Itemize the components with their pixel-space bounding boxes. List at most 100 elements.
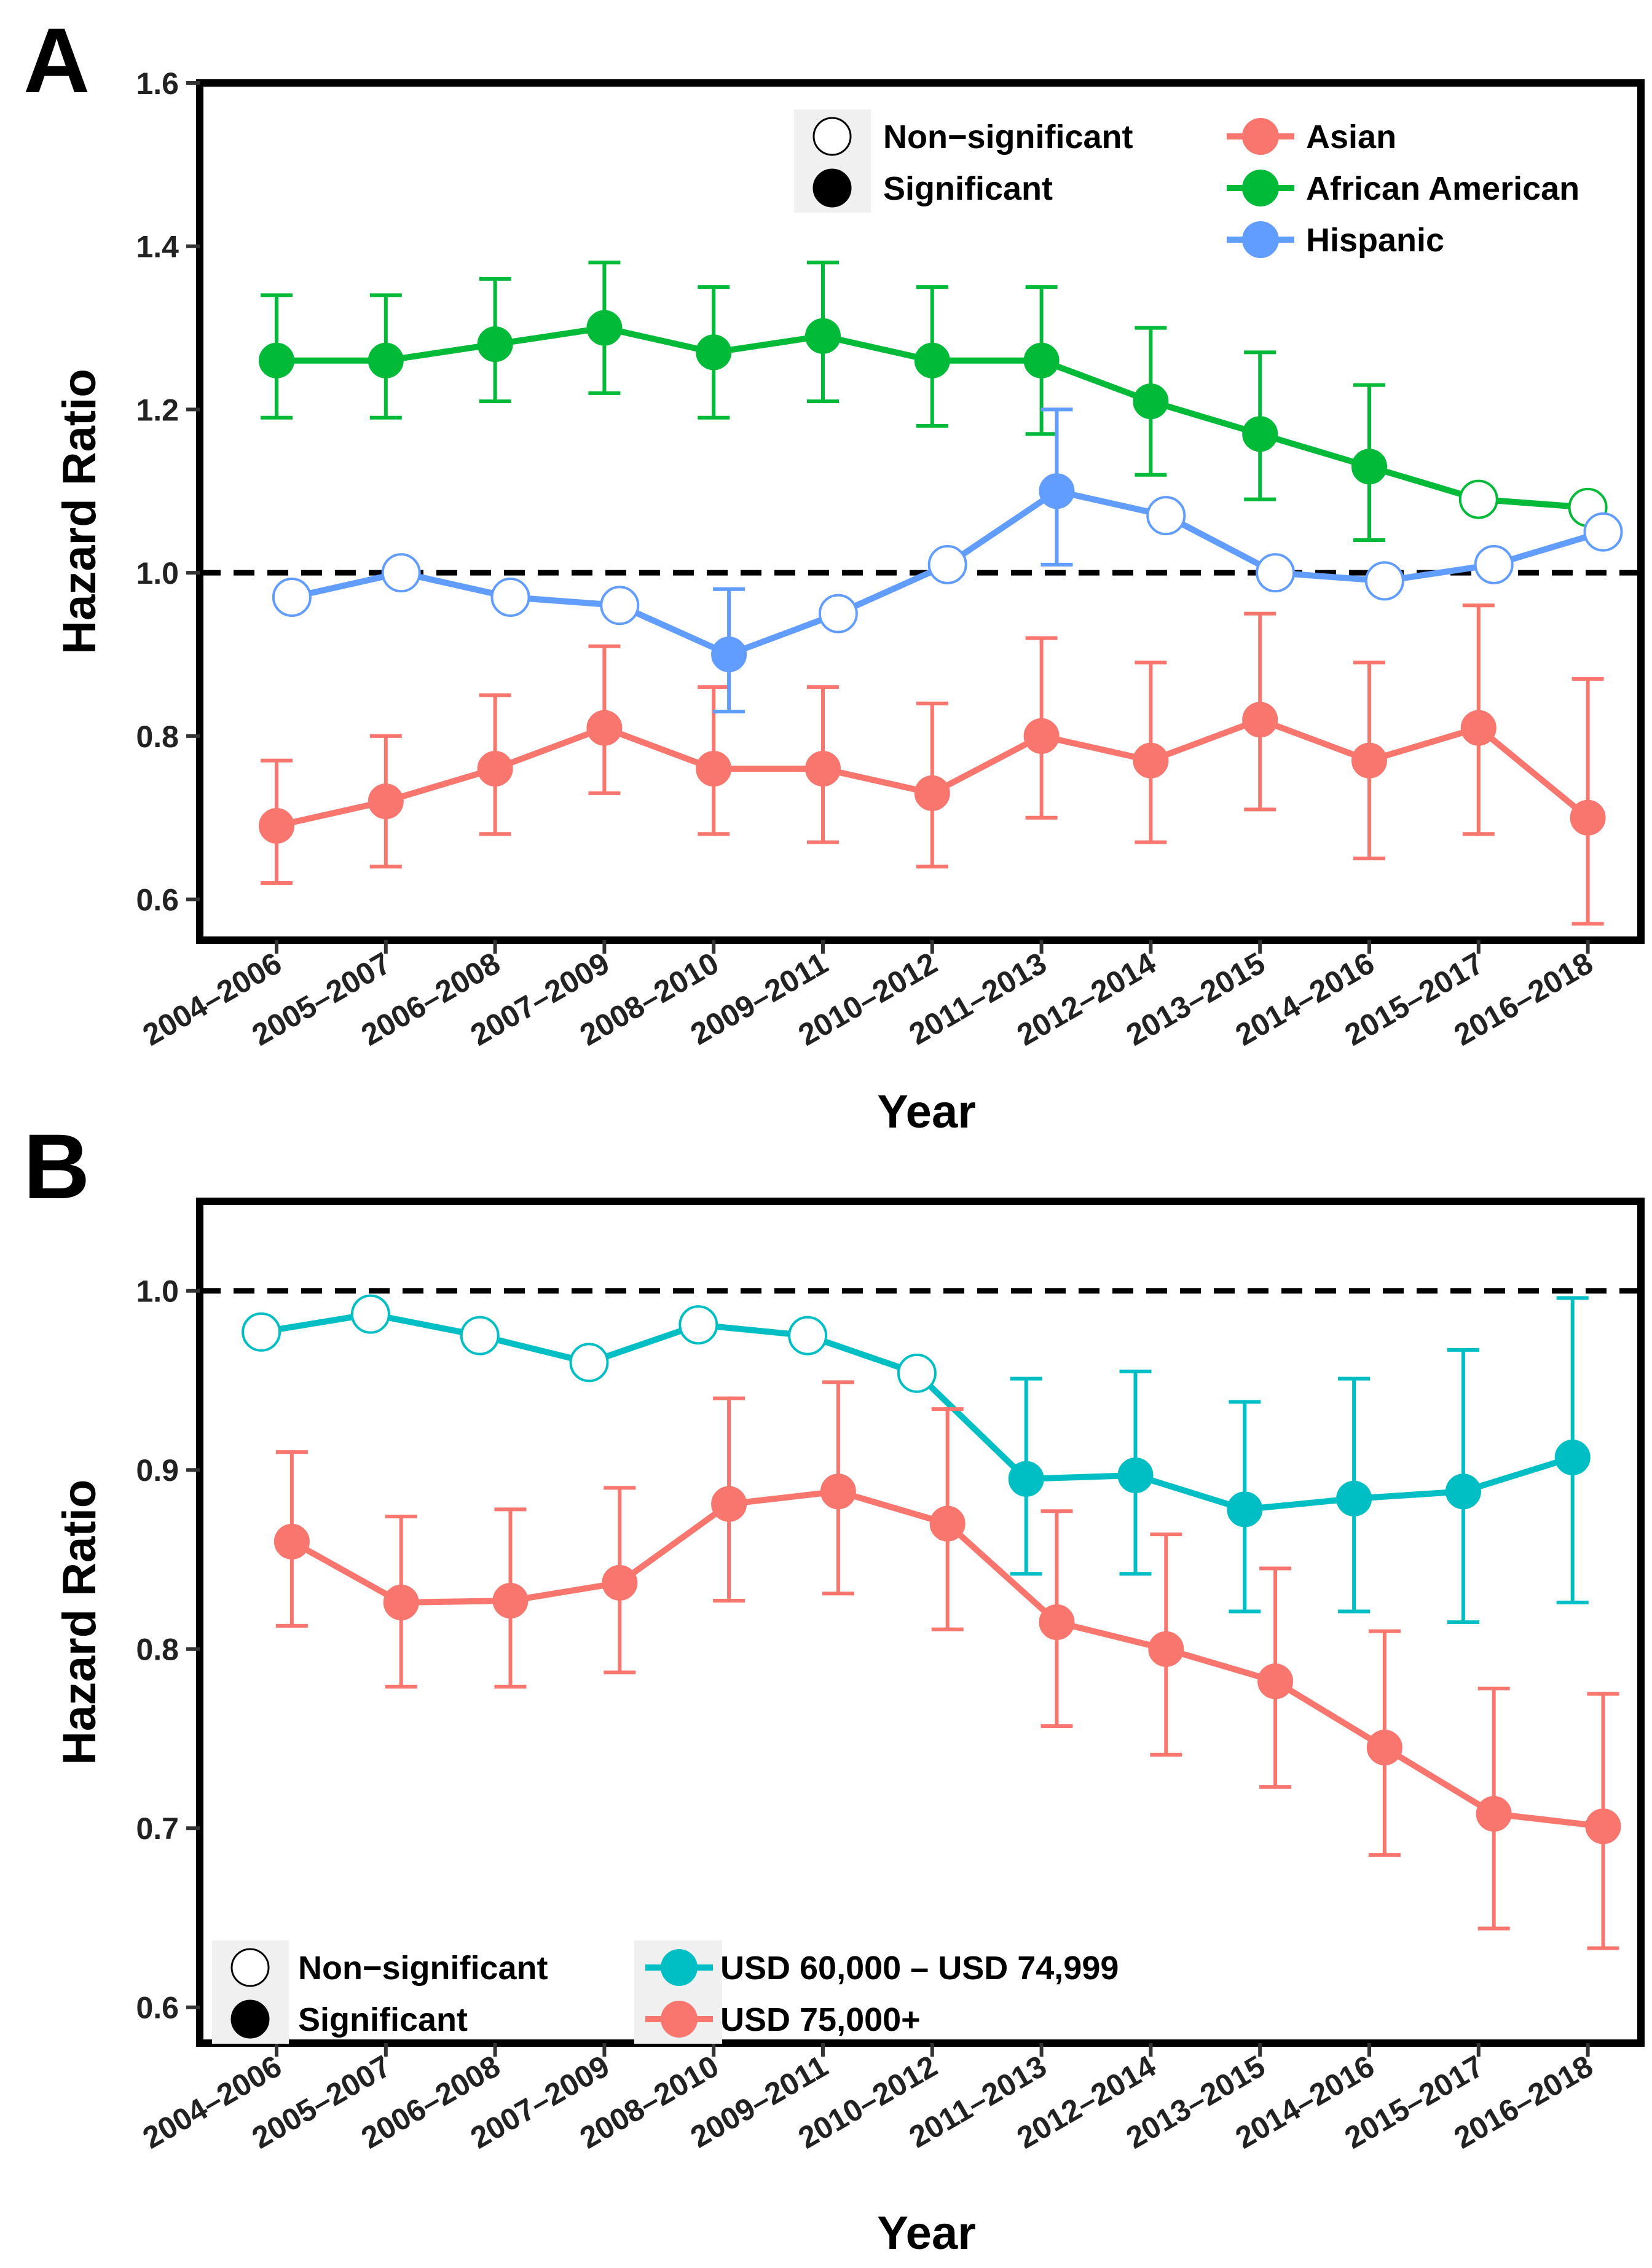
a-point-asian-6 [914,775,950,811]
a-point-african-american-4 [696,334,732,371]
b-ytick-label-1: 0.7 [136,1811,179,1846]
b-legend: Non−significant Significant USD 60,000 – U… [212,1940,1119,2044]
b-legend-nonsignificant-marker [230,1948,270,1987]
b-point-usd-75-000-0 [273,1523,310,1560]
b-point-usd-75-000-4 [711,1486,747,1522]
a-point-hispanic-0 [272,578,312,617]
a-ytick-label-1: 0.8 [136,720,179,754]
a-point-hispanic-4 [711,637,747,672]
a-point-asian-4 [696,751,732,787]
a-legend-label-hispanic: Hispanic [1306,222,1444,259]
b-point-usd-60-000-usd-74-999-11 [1445,1473,1481,1510]
b-series-usd-75-000 [273,1380,1621,1950]
b-point-usd-60-000-usd-74-999-6 [897,1353,937,1393]
a-series-hispanic [272,407,1623,713]
a-legend-nonsignificant-label: Non−significant [883,119,1133,155]
a-point-african-american-5 [805,318,841,354]
a-point-asian-2 [477,751,513,787]
b-legend-label-usd-60-000-usd-74-999: USD 60,000 – USD 74,999 [720,1950,1119,1987]
b-point-usd-60-000-usd-74-999-10 [1336,1480,1372,1517]
a-legend-significant-marker [812,168,852,208]
a-legend-marker-asian [1242,118,1279,155]
b-point-usd-75-000-8 [1148,1631,1184,1667]
b-ytick-label-2: 0.8 [136,1633,179,1667]
a-ytick-label-5: 1.6 [136,66,179,101]
a-series-asian [259,603,1606,926]
b-x-axis-title: Year [877,2207,976,2259]
panel-a-chart: 0.60.81.01.21.41.62004–20062005–20072006… [53,66,1645,1138]
a-ytick-label-4: 1.4 [136,230,179,264]
b-point-usd-75-000-5 [820,1473,856,1510]
a-point-african-american-3 [586,310,623,346]
a-point-african-american-8 [1133,383,1169,420]
a-point-african-american-1 [368,342,404,379]
b-point-usd-75-000-7 [1039,1604,1075,1640]
panel-letter-a: A [23,9,90,112]
b-point-usd-60-000-usd-74-999-1 [350,1294,390,1334]
a-legend-nonsignificant-marker [812,117,852,156]
b-line-usd-60-000-usd-74-999 [261,1311,1574,1513]
a-point-asian-3 [586,710,623,746]
b-point-usd-60-000-usd-74-999-12 [1554,1439,1591,1475]
b-point-usd-60-000-usd-74-999-0 [242,1312,281,1352]
b-point-usd-75-000-1 [383,1584,419,1620]
a-point-asian-5 [805,751,841,787]
a-legend-label-asian: Asian [1306,119,1396,155]
a-point-african-american-6 [914,342,950,379]
a-point-hispanic-11 [1474,544,1514,584]
a-ytick-label-0: 0.6 [136,883,179,917]
a-ytick-label-2: 1.0 [136,556,179,591]
b-ytick-label-4: 1.0 [136,1274,179,1309]
b-point-usd-60-000-usd-74-999-2 [460,1316,500,1356]
a-legend-significant-label: Significant [883,170,1053,207]
a-point-asian-1 [368,783,404,820]
b-point-usd-75-000-12 [1585,1808,1621,1845]
a-point-asian-12 [1570,799,1606,836]
a-y-axis-title: Hazard Ratio [53,369,106,654]
a-point-hispanic-6 [927,544,967,584]
a-point-hispanic-2 [490,578,530,617]
b-point-usd-75-000-10 [1366,1730,1402,1766]
a-point-hispanic-3 [600,586,640,626]
b-series-usd-60-000-usd-74-999 [242,1294,1591,1624]
b-point-usd-60-000-usd-74-999-9 [1227,1491,1263,1528]
b-point-usd-75-000-9 [1257,1663,1294,1700]
a-legend-marker-african-american [1242,170,1279,206]
a-point-asian-11 [1460,710,1497,746]
a-point-asian-7 [1023,718,1060,754]
a-point-hispanic-1 [381,553,421,593]
a-point-african-american-10 [1351,449,1387,485]
a-point-hispanic-9 [1256,553,1296,593]
b-point-usd-60-000-usd-74-999-5 [788,1316,828,1356]
a-legend: Non−significant Significant Asian African A… [794,109,1579,259]
a-point-asian-10 [1351,742,1387,779]
a-point-hispanic-12 [1583,512,1623,552]
b-legend-nonsignificant-label: Non−significant [298,1950,548,1987]
a-point-hispanic-7 [1039,473,1075,509]
panel-letter-b: B [23,1115,90,1218]
b-point-usd-60-000-usd-74-999-4 [678,1305,718,1345]
b-legend-marker-usd-75-000 [661,2001,698,2038]
a-point-asian-8 [1133,742,1169,779]
b-point-usd-75-000-2 [492,1583,529,1619]
b-legend-significant-label: Significant [298,2001,468,2038]
a-point-african-american-2 [477,326,513,363]
a-point-asian-9 [1242,702,1278,738]
a-point-hispanic-10 [1364,561,1404,601]
b-point-usd-60-000-usd-74-999-3 [569,1343,609,1383]
b-point-usd-75-000-6 [929,1505,966,1542]
b-legend-significant-marker [230,1999,270,2039]
b-ytick-label-0: 0.6 [136,1991,179,2025]
b-legend-marker-usd-60-000-usd-74-999 [661,1949,698,1986]
a-x-axis-title: Year [877,1086,976,1138]
b-plot-border [196,1198,1645,2047]
a-legend-marker-hispanic [1242,221,1279,258]
a-point-african-american-7 [1023,342,1060,379]
a-point-hispanic-8 [1146,496,1186,536]
b-point-usd-75-000-11 [1476,1795,1512,1832]
a-point-african-american-9 [1242,416,1278,452]
a-point-african-american-0 [259,342,294,379]
a-plot-border [196,79,1645,944]
b-ytick-label-3: 0.9 [136,1453,179,1488]
a-point-african-american-11 [1458,479,1498,519]
